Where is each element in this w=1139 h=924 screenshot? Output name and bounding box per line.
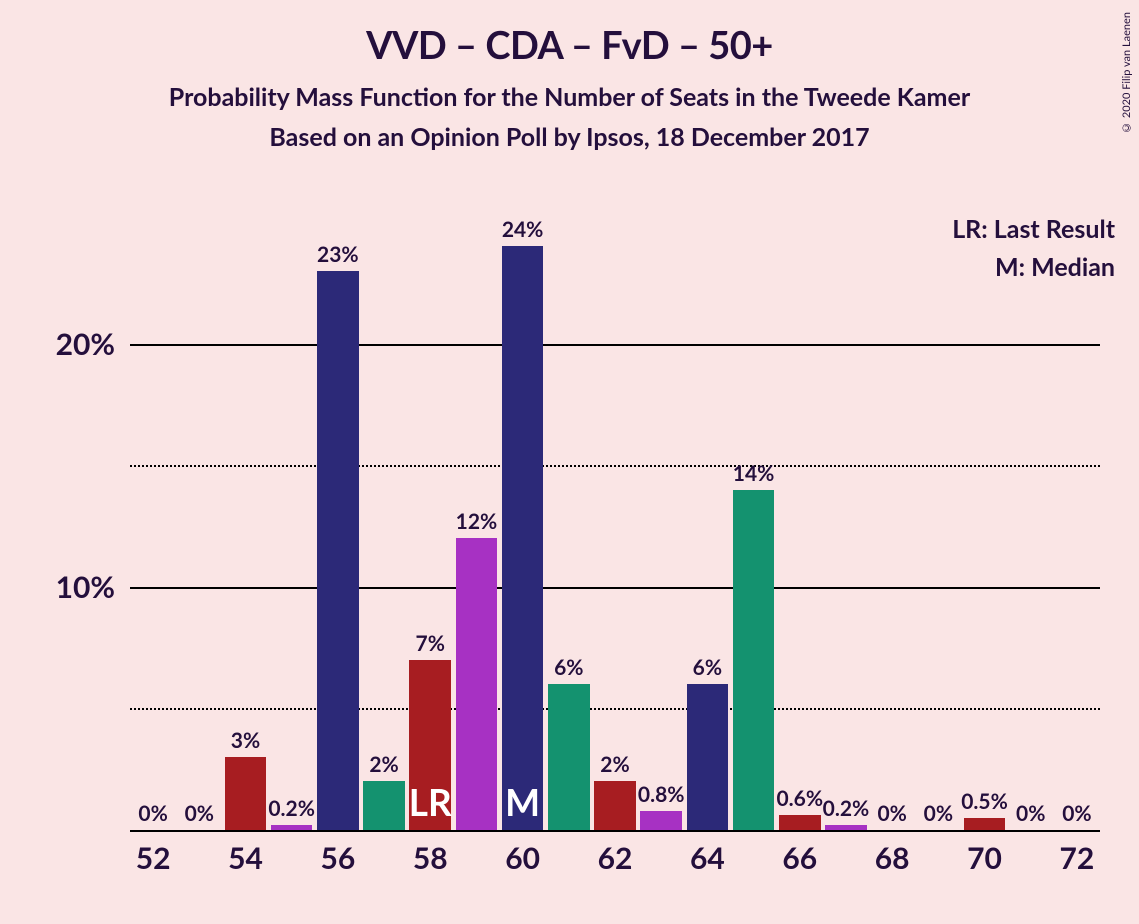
bar <box>271 825 313 830</box>
x-axis-tick: 56 <box>320 840 355 876</box>
bar <box>687 684 729 830</box>
bar-value-label: 2% <box>600 752 629 777</box>
chart-subtitle-1: Probability Mass Function for the Number… <box>0 82 1139 112</box>
bar-value-label: 2% <box>369 752 398 777</box>
bar <box>548 684 590 830</box>
bar-value-label: 0.2% <box>268 796 315 821</box>
bar-value-label: 23% <box>317 242 359 267</box>
gridline <box>130 344 1100 346</box>
bar-value-label: 24% <box>502 217 544 242</box>
bar <box>317 271 359 830</box>
bar-value-label: 0% <box>877 801 906 826</box>
x-axis-tick: 62 <box>598 840 633 876</box>
chart-title: VVD – CDA – FvD – 50+ <box>0 0 1139 68</box>
gridline <box>130 465 1100 467</box>
y-axis-tick: 10% <box>56 569 115 605</box>
x-axis-tick: 52 <box>136 840 171 876</box>
bar-value-label: 0% <box>1016 801 1045 826</box>
bar <box>225 757 267 830</box>
bar <box>363 781 405 830</box>
bar <box>594 781 636 830</box>
x-axis-tick: 72 <box>1059 840 1094 876</box>
bar-value-label: 0% <box>1062 801 1091 826</box>
gridline <box>130 830 1100 832</box>
y-axis-tick: 20% <box>56 326 115 362</box>
bar <box>456 538 498 830</box>
gridline <box>130 587 1100 589</box>
bar-value-label: 14% <box>733 461 775 486</box>
bar <box>964 818 1006 830</box>
chart-subtitle-2: Based on an Opinion Poll by Ipsos, 18 De… <box>0 122 1139 152</box>
x-axis-tick: 58 <box>413 840 448 876</box>
bar-value-label: 0% <box>924 801 953 826</box>
chart-page: VVD – CDA – FvD – 50+ Probability Mass F… <box>0 0 1139 924</box>
bar <box>502 246 544 830</box>
x-axis-tick: 64 <box>690 840 725 876</box>
bar-value-label: 6% <box>693 655 722 680</box>
bar-value-label: 0.6% <box>776 786 823 811</box>
bar <box>825 825 867 830</box>
x-axis-tick: 54 <box>228 840 263 876</box>
bar-value-label: 0% <box>185 801 214 826</box>
x-axis-tick: 66 <box>782 840 817 876</box>
bar <box>779 815 821 830</box>
bar-value-label: 0.2% <box>823 796 870 821</box>
marker-median: M <box>505 779 540 824</box>
bar <box>733 490 775 830</box>
x-axis-tick: 60 <box>505 840 540 876</box>
plot-area: 10%20%52545658606264666870720%0%3%0.2%23… <box>130 210 1100 830</box>
marker-last-result: LR <box>409 779 452 824</box>
bar-value-label: 0.8% <box>638 782 685 807</box>
bar-value-label: 12% <box>456 509 498 534</box>
copyright: © 2020 Filip van Laenen <box>1120 12 1133 134</box>
x-axis-tick: 70 <box>967 840 1002 876</box>
x-axis-tick: 68 <box>875 840 910 876</box>
bar-value-label: 7% <box>416 631 445 656</box>
bar <box>640 811 682 830</box>
gridline <box>130 708 1100 710</box>
bar-value-label: 0.5% <box>961 789 1008 814</box>
bar-value-label: 0% <box>138 801 167 826</box>
bar-value-label: 6% <box>554 655 583 680</box>
bar-value-label: 3% <box>231 728 260 753</box>
